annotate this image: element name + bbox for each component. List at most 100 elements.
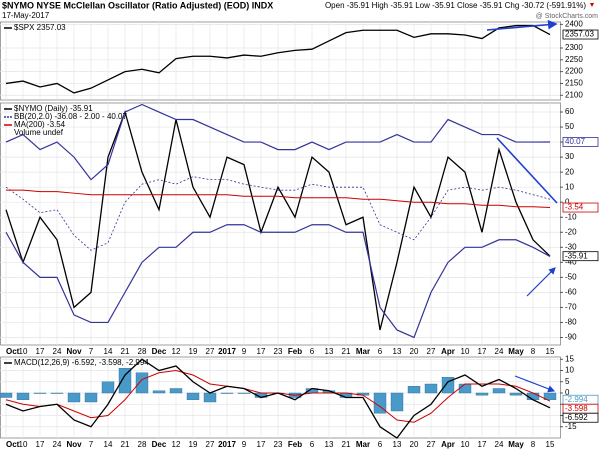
y-tick-label: -30: [565, 242, 577, 251]
x-tick-label: Dec: [152, 440, 167, 449]
x-tick-label: 10: [19, 440, 28, 449]
x-tick-label: 12: [172, 440, 181, 449]
y-tick-label: 5: [565, 377, 570, 386]
x-tick-label: 27: [206, 440, 215, 449]
value-box-label: 2357.03: [565, 30, 594, 39]
x-tick-label: 7: [89, 440, 94, 449]
x-tick-label: 20: [410, 347, 419, 356]
y-tick-label: 0: [565, 197, 570, 206]
x-tick-label: 13: [325, 347, 334, 356]
value-box: [562, 412, 599, 423]
x-tick-label: 28: [138, 440, 147, 449]
value-box-label: 40.07: [565, 137, 586, 146]
histogram-bar: [407, 386, 421, 394]
value-box-label: -3.54: [565, 203, 584, 212]
series-line: [5, 224, 551, 339]
x-tick-label: 13: [393, 440, 402, 449]
x-tick-label: Feb: [288, 347, 302, 356]
legend-label: MACD(12,26,9) -6.592, -3.598, -2.994: [14, 358, 149, 367]
histogram-bar: [0, 392, 13, 398]
legend-label: $NYMO (Daily) -35.91: [14, 104, 93, 113]
series-line: [5, 358, 551, 439]
x-tick-label: 6: [310, 440, 315, 449]
x-tick-label: 2017: [218, 347, 236, 356]
x-tick-label: 17: [36, 347, 45, 356]
x-tick-label: 6: [378, 347, 383, 356]
histogram-bar: [169, 388, 183, 394]
x-tick-label: 21: [342, 440, 351, 449]
series-line: [6, 189, 551, 209]
x-tick-label: 15: [546, 440, 555, 449]
histogram-bar: [186, 392, 200, 400]
histogram-bar: [135, 372, 149, 394]
x-tick-label: 14: [104, 440, 113, 449]
histogram-bar: [33, 392, 47, 394]
histogram-bar: [16, 392, 30, 400]
y-tick-label: 20: [565, 167, 574, 176]
x-tick-label: 21: [342, 347, 351, 356]
x-tick-label: 8: [531, 440, 536, 449]
x-tick-label: 17: [36, 440, 45, 449]
x-tick-label: 17: [257, 347, 266, 356]
series-line: [5, 24, 551, 94]
x-tick-label: Apr: [441, 440, 455, 449]
y-tick-label: 2250: [565, 55, 583, 64]
legend-label: $SPX 2357.03: [14, 23, 66, 32]
value-box-label: -6.592: [565, 413, 588, 422]
x-tick-label: 17: [478, 440, 487, 449]
y-tick-label: -10: [565, 212, 577, 221]
y-tick-label: 15: [565, 354, 574, 363]
x-tick-label: 27: [427, 440, 436, 449]
credit: @ StockCharts.com: [536, 13, 599, 20]
x-tick-label: 8: [531, 347, 536, 356]
histogram-bar: [237, 392, 251, 394]
value-box: [562, 137, 599, 147]
x-tick-label: May: [508, 440, 524, 449]
title: $NYMO NYSE McClellan Oscillator (Ratio A…: [2, 0, 273, 10]
annotation-arrow: [526, 267, 556, 297]
series-line: [5, 176, 551, 251]
x-tick-label: 10: [461, 440, 470, 449]
date: 17-May-2017: [2, 11, 50, 20]
x-tick-label: 19: [189, 347, 198, 356]
histogram-bar: [390, 392, 404, 412]
x-tick-label: 21: [121, 440, 130, 449]
histogram-bar: [84, 392, 98, 403]
series-line: [5, 109, 551, 331]
histogram-bar: [50, 392, 64, 394]
x-tick-label: 6: [310, 347, 315, 356]
x-tick-label: Apr: [441, 347, 455, 356]
x-tick-label: Mar: [356, 440, 370, 449]
histogram-bar: [67, 392, 81, 403]
y-tick-label: 60: [565, 107, 574, 116]
panel-frame: [0, 21, 561, 101]
y-tick-label: -50: [565, 272, 577, 281]
y-tick-label: -20: [565, 227, 577, 236]
panel-frame: [0, 356, 561, 439]
histogram-bar: [543, 392, 557, 400]
x-tick-label: 24: [53, 347, 62, 356]
x-tick-label: Oct: [6, 440, 20, 449]
x-tick-label: 13: [325, 440, 334, 449]
panel-frame: [0, 102, 561, 346]
x-tick-label: 6: [378, 440, 383, 449]
y-tick-label: 30: [565, 152, 574, 161]
histogram-bar: [458, 383, 472, 394]
annotation-line: [496, 137, 558, 204]
y-tick-label: -40: [565, 257, 577, 266]
x-tick-label: 14: [104, 347, 113, 356]
x-tick-label: 10: [19, 347, 28, 356]
x-tick-label: Dec: [152, 347, 167, 356]
y-tick-label: 0: [565, 388, 570, 397]
histogram-bar: [118, 368, 132, 394]
y-tick-label: 2200: [565, 67, 583, 76]
value-box: [562, 202, 599, 213]
x-tick-label: 17: [478, 347, 487, 356]
y-tick-label: 10: [565, 366, 574, 375]
x-tick-label: 24: [53, 440, 62, 449]
x-tick-label: 7: [89, 347, 94, 356]
x-tick-label: Nov: [66, 347, 82, 356]
down-arrow: [590, 3, 594, 7]
x-tick-label: Oct: [6, 347, 20, 356]
